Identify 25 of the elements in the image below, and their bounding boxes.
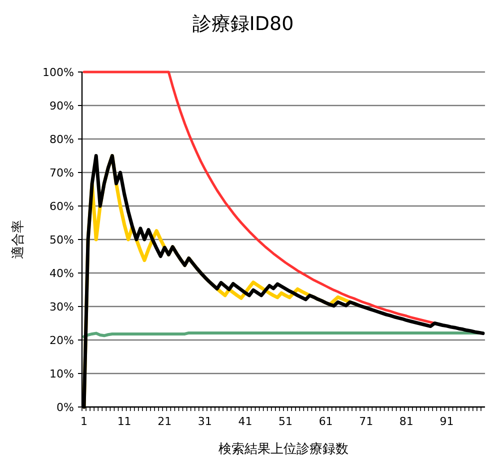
chart-title: 診療録ID80	[192, 13, 294, 35]
y-tick-label: 100%	[42, 66, 74, 79]
y-tick-label: 70%	[50, 166, 74, 180]
x-axis-title: 検索結果上位診療録数	[218, 442, 348, 457]
x-tick-label: 71	[359, 415, 374, 428]
y-tick-label: 20%	[50, 334, 74, 347]
y-tick-label: 50%	[50, 233, 74, 246]
y-tick-label: 0%	[56, 400, 74, 414]
x-tick-label: 51	[278, 415, 293, 428]
x-tick-label: 21	[158, 415, 172, 428]
x-tick-label: 31	[198, 415, 212, 428]
x-tick-label: 81	[399, 415, 414, 428]
y-tick-label: 40%	[50, 266, 74, 280]
x-tick-label: 41	[238, 415, 252, 428]
x-tick-label: 91	[440, 415, 454, 428]
y-tick-label: 30%	[50, 300, 74, 314]
y-tick-label: 60%	[50, 200, 74, 213]
x-tick-label: 1	[80, 415, 88, 428]
y-tick-label: 10%	[50, 367, 74, 380]
x-tick-label: 11	[117, 415, 132, 428]
x-tick-label: 61	[318, 415, 333, 428]
line-series	[82, 70, 436, 324]
y-tick-label: 80%	[50, 132, 74, 146]
y-axis-title: 適合率	[10, 220, 26, 259]
y-tick-label: 90%	[50, 99, 74, 112]
